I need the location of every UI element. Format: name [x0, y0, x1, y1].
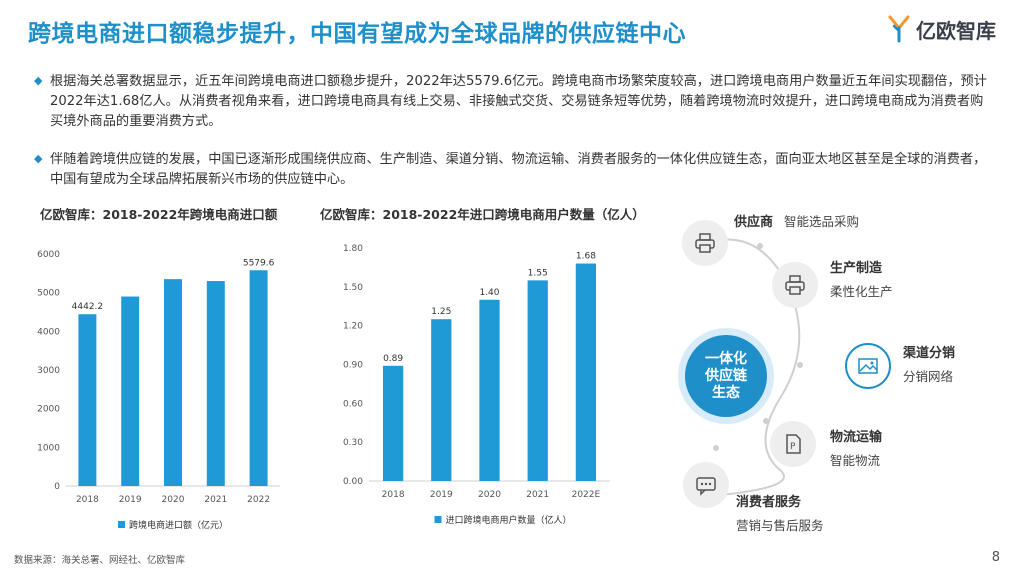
parking-document-icon: P [770, 421, 816, 467]
svg-text:P: P [790, 442, 796, 452]
x-tick-label: 2019 [119, 495, 142, 505]
legend-label: 跨境电商进口额（亿元） [129, 519, 228, 531]
bar [527, 280, 548, 481]
logo: 亿欧智库 [888, 14, 996, 44]
chart-2-title: 亿欧智库：2018-2022年进口跨境电商用户数量（亿人） [320, 207, 645, 222]
x-tick-label: 2021 [204, 495, 227, 505]
logo-mark-icon [888, 15, 910, 43]
printer-icon [772, 262, 818, 308]
data-label: 4442.2 [72, 302, 104, 312]
legend-label: 进口跨境电商用户数量（亿人） [446, 514, 572, 526]
node-desc-manufacturing: 柔性化生产 [830, 284, 893, 299]
y-tick-label: 0.90 [343, 361, 363, 371]
page-number: 8 [991, 550, 1000, 565]
legend-swatch [434, 516, 442, 523]
bar [249, 270, 268, 486]
x-tick-label: 2021 [526, 490, 549, 500]
center-line-2: 供应链 [705, 367, 747, 384]
y-tick-label: 1000 [37, 443, 60, 453]
bar [78, 314, 97, 486]
node-title-distribution: 渠道分销 [903, 346, 956, 361]
node-title-supplier: 供应商 [734, 215, 774, 230]
node-title-manufacturing: 生产制造 [830, 261, 883, 276]
bar [382, 365, 404, 481]
bar [575, 263, 597, 481]
center-line-3: 生态 [712, 384, 740, 401]
chart-user-count: 0.00 0.30 0.60 0.90 1.20 1.50 1.80 0.89 2018 1.25… [343, 244, 610, 526]
x-tick-label: 2022E [572, 490, 601, 500]
image-icon [845, 343, 891, 389]
page-title: 跨境电商进口额稳步提升，中国有望成为全球品牌的供应链中心 [28, 21, 686, 47]
bar [479, 299, 500, 481]
logo-text: 亿欧智库 [916, 18, 996, 43]
diamond-bullet-icon: ◆ [34, 152, 43, 165]
legend-swatch [118, 521, 125, 528]
center-line-1: 一体化 [705, 350, 747, 367]
y-tick-label: 6000 [37, 250, 60, 260]
chart-1-title: 亿欧智库：2018-2022年跨境电商进口额 [40, 207, 278, 222]
y-tick-label: 2000 [37, 405, 60, 415]
y-tick-label: 1.80 [343, 244, 363, 254]
node-title-logistics: 物流运输 [830, 430, 883, 445]
bullet-text-1: 根据海关总署数据显示，近五年间跨境电商进口额稳步提升，2022年达5579.6亿… [50, 74, 987, 129]
x-tick-label: 2020 [162, 495, 185, 505]
chat-icon [683, 462, 729, 508]
y-tick-label: 0.60 [343, 399, 363, 409]
bullet-paragraph-1: ◆ 根据海关总署数据显示，近五年间跨境电商进口额稳步提升，2022年达5579.… [34, 72, 996, 132]
diamond-bullet-icon: ◆ [34, 74, 43, 87]
y-tick-label: 1.20 [343, 322, 363, 332]
node-desc-supplier: 智能选品采购 [784, 214, 860, 229]
y-tick-label: 4000 [37, 327, 60, 337]
x-tick-label: 2018 [382, 490, 405, 500]
bar [121, 296, 140, 486]
data-label: 0.89 [383, 354, 403, 364]
data-source-note: 数据来源：海关总署、网经社、亿欧智库 [14, 555, 186, 566]
bullet-paragraph-2: ◆ 伴随着跨境供应链的发展，中国已逐渐形成围绕供应商、生产制造、渠道分销、物流运… [34, 150, 996, 190]
node-desc-logistics: 智能物流 [830, 453, 881, 468]
bullet-text-2: 伴随着跨境供应链的发展，中国已逐渐形成围绕供应商、生产制造、渠道分销、物流运输、… [50, 152, 987, 187]
y-tick-label: 5000 [37, 289, 60, 299]
bar [431, 319, 452, 481]
y-tick-label: 3000 [37, 366, 60, 376]
printer-icon [682, 220, 728, 266]
data-label: 1.40 [479, 288, 499, 298]
node-desc-distribution: 分销网络 [903, 369, 954, 384]
y-tick-label: 0.00 [343, 477, 363, 487]
bar [164, 279, 182, 486]
x-tick-label: 2018 [76, 495, 99, 505]
node-desc-consumer-service: 营销与售后服务 [736, 518, 824, 533]
bar [206, 281, 225, 486]
y-tick-label: 0 [54, 482, 60, 492]
data-label: 1.68 [576, 252, 596, 262]
x-tick-label: 2022 [247, 495, 270, 505]
chart-import-value: 0 1000 2000 3000 4000 5000 6000 4442.2 2018 2019 2… [37, 250, 280, 531]
x-tick-label: 2020 [478, 490, 501, 500]
x-tick-label: 2019 [430, 490, 453, 500]
center-ecosystem-circle: 一体化 供应链 生态 [685, 335, 767, 417]
node-title-consumer-service: 消费者服务 [736, 495, 802, 510]
data-label: 5579.6 [243, 258, 275, 268]
supply-chain-diagram: 一体化 供应链 生态 供应商 智能选品采购 生产制造 柔性化生产 渠道分销 分销… [650, 195, 1020, 555]
data-label: 1.55 [528, 268, 548, 278]
data-label: 1.25 [431, 307, 451, 317]
y-tick-label: 0.30 [343, 438, 363, 448]
y-tick-label: 1.50 [343, 283, 363, 293]
